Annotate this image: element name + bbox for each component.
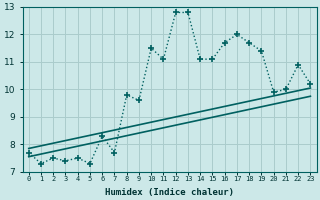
X-axis label: Humidex (Indice chaleur): Humidex (Indice chaleur) <box>105 188 234 197</box>
